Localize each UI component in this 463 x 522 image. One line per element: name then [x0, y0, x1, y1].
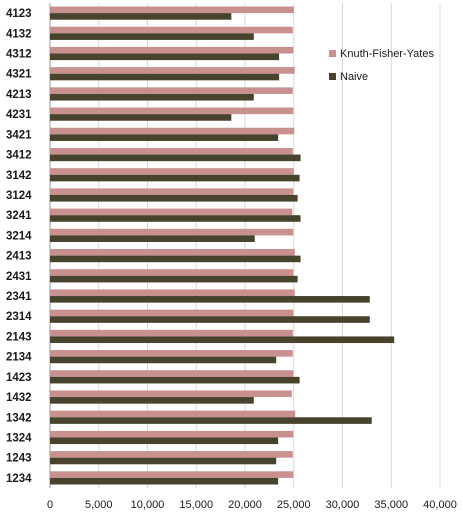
bar-knuth-fisher-yates — [50, 309, 294, 317]
bar-knuth-fisher-yates — [50, 127, 295, 135]
category-labels: 4123 4132 4312 4321 4213 4231 3421 3412 3142 3124… — [6, 8, 32, 485]
bar-naive — [50, 33, 254, 40]
category-label: 3142 — [6, 170, 32, 182]
category-label: 3124 — [6, 190, 32, 202]
bar-knuth-fisher-yates — [50, 269, 294, 276]
category-label: 1243 — [6, 453, 32, 465]
category-label: 4123 — [6, 8, 32, 20]
x-axis-tick-labels: 0 5,000 10,000 15,000 20,000 25,000 30,000 35,0… — [47, 499, 457, 511]
bar-knuth-fisher-yates — [50, 6, 294, 14]
gridlines — [49, 3, 441, 488]
bar-knuth-fisher-yates — [50, 188, 294, 195]
category-label: 4132 — [6, 28, 32, 40]
category-label: 2134 — [6, 352, 32, 364]
bar-knuth-fisher-yates — [50, 289, 295, 297]
bar-knuth-fisher-yates — [50, 87, 293, 94]
x-tick-label: 20,000 — [228, 499, 262, 511]
bar-knuth-fisher-yates — [50, 350, 293, 357]
category-label: 4231 — [6, 109, 32, 121]
bar-knuth-fisher-yates — [50, 329, 293, 337]
x-tick-label: 15,000 — [179, 499, 213, 511]
bar-naive — [50, 194, 298, 202]
bar-naive — [50, 457, 277, 465]
bar-knuth-fisher-yates — [50, 430, 294, 438]
category-label: 1432 — [6, 392, 32, 404]
category-label: 4321 — [6, 69, 32, 81]
bar-naive — [50, 154, 301, 162]
x-tick-label: 40,000 — [423, 499, 457, 511]
category-label: 4312 — [6, 49, 32, 61]
bar-naive — [50, 174, 300, 182]
category-label: 3214 — [6, 230, 32, 242]
category-label: 1342 — [6, 412, 32, 424]
category-label: 3412 — [6, 150, 32, 162]
bar-naive — [50, 437, 279, 445]
category-label: 4213 — [6, 89, 32, 101]
bar-naive — [50, 477, 279, 485]
category-label: 2143 — [6, 331, 32, 343]
legend-swatch-knuth-fisher-yates — [329, 50, 336, 57]
bar-knuth-fisher-yates — [50, 249, 295, 256]
bar-naive — [50, 336, 395, 344]
bar-knuth-fisher-yates — [50, 46, 294, 54]
bar-naive — [50, 235, 255, 242]
bar-knuth-fisher-yates — [50, 208, 293, 216]
bar-knuth-fisher-yates — [50, 147, 293, 155]
x-tick-label: 30,000 — [326, 499, 360, 511]
bars — [50, 6, 395, 485]
bar-naive — [50, 397, 254, 404]
bar-naive — [50, 13, 232, 20]
bar-naive — [50, 296, 370, 303]
bar-knuth-fisher-yates — [50, 26, 293, 34]
category-label: 2341 — [6, 291, 32, 303]
category-label: 2413 — [6, 251, 32, 263]
bar-knuth-fisher-yates — [50, 67, 295, 74]
bar-knuth-fisher-yates — [50, 390, 292, 398]
bar-naive — [50, 53, 280, 61]
category-label: 2431 — [6, 271, 32, 283]
bar-naive — [50, 417, 372, 424]
legend-label-naive: Naive — [340, 71, 368, 83]
category-label: 3421 — [6, 129, 32, 141]
category-label: 1423 — [6, 372, 32, 384]
x-tick-label: 5,000 — [85, 499, 113, 511]
bar-naive — [50, 316, 370, 323]
category-label: 1234 — [6, 473, 32, 485]
bar-naive — [50, 356, 277, 364]
bar-knuth-fisher-yates — [50, 107, 294, 115]
bar-naive — [50, 93, 254, 101]
bar-naive — [50, 255, 301, 263]
x-tick-label: 0 — [47, 499, 53, 511]
bar-naive — [50, 376, 300, 384]
bar-knuth-fisher-yates — [50, 168, 294, 175]
bar-naive — [50, 114, 232, 121]
bar-knuth-fisher-yates — [50, 370, 294, 377]
bar-knuth-fisher-yates — [50, 410, 296, 418]
bar-naive — [50, 215, 301, 222]
legend-swatch-naive — [329, 73, 336, 80]
legend: Knuth-Fisher-Yates Naive — [329, 48, 434, 83]
bar-knuth-fisher-yates — [50, 471, 294, 478]
category-label: 3241 — [6, 210, 32, 222]
legend-label-knuth-fisher-yates: Knuth-Fisher-Yates — [340, 48, 434, 60]
category-label: 2314 — [6, 311, 32, 323]
x-tick-label: 25,000 — [277, 499, 311, 511]
bar-knuth-fisher-yates — [50, 451, 293, 458]
bar-naive — [50, 275, 298, 283]
x-tick-label: 35,000 — [374, 499, 408, 511]
category-label: 1324 — [6, 432, 32, 444]
x-tick-label: 10,000 — [131, 499, 165, 511]
bar-naive — [50, 73, 280, 81]
bar-knuth-fisher-yates — [50, 228, 294, 236]
bar-naive — [50, 134, 279, 141]
